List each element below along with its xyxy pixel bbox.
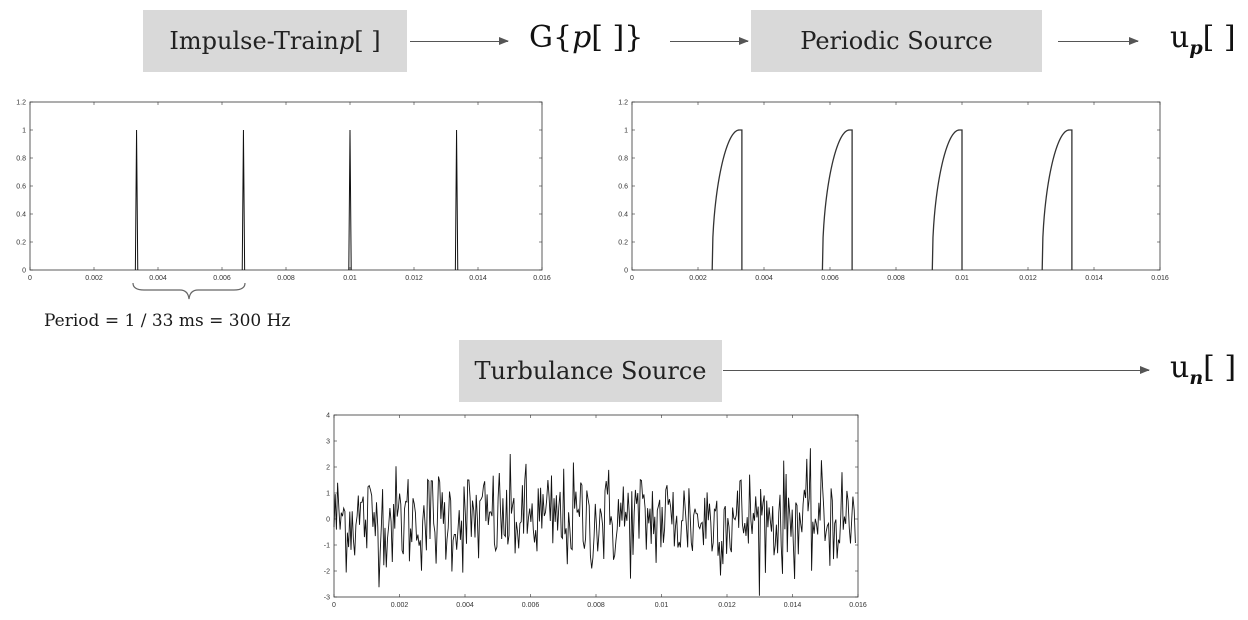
period-annotation: Period = 1 / 33 ms = 300 Hz: [44, 311, 291, 331]
x-tick-label: 0.008: [277, 275, 295, 282]
g-operator-label: G{p[ ]}: [529, 20, 643, 55]
output-un-label: un[ ]: [1170, 350, 1236, 389]
output-up-suffix: [ ]: [1202, 20, 1236, 55]
period-brace-path: [132, 282, 246, 300]
pulse-curve: [711, 129, 743, 271]
x-tick-label: 0.008: [587, 602, 605, 609]
period-brace: [132, 282, 246, 300]
x-tick-label: 0.014: [784, 602, 802, 609]
periodic-source-chart: 0 0.002 0.004 0.006 0.008 0.01 0.012 0.014 0.016…: [618, 100, 1169, 283]
output-un-suffix: [ ]: [1203, 350, 1237, 385]
g-operator-suffix: [ ]}: [591, 20, 644, 55]
x-tick-label: 0.008: [887, 275, 905, 282]
y-tick-label: -1: [324, 543, 330, 550]
plot-frame: [631, 101, 1161, 271]
output-un-sub: n: [1189, 367, 1204, 389]
turbulence-source-box: Turbulance Source: [459, 340, 722, 402]
turbulence-noise-chart: 0 0.002 0.004 0.006 0.008 0.01 0.012 0.014 0.016…: [324, 413, 867, 610]
y-tick-label: 0.2: [16, 240, 26, 247]
plot-frame: [29, 101, 543, 271]
periodic-source-box: Periodic Source: [751, 10, 1042, 72]
y-tick-label: 0: [624, 268, 628, 275]
arrow-turbulence-to-output: [723, 366, 1150, 374]
y-tick-label: 0.8: [16, 156, 26, 163]
impulse-train-plot: 0 0.002 0.004 0.006 0.008 0.01 0.012 0.014 0.016…: [10, 92, 551, 287]
y-tick-label: 1: [326, 491, 330, 498]
y-tick-label: 0.4: [16, 212, 26, 219]
x-tick-label: 0.002: [85, 275, 103, 282]
x-tick-label: 0: [28, 275, 32, 282]
pulse-curve: [1041, 129, 1073, 271]
x-tick-label: 0: [332, 602, 336, 609]
x-tick-label: 0.014: [1085, 275, 1103, 282]
y-tick-label: 4: [326, 413, 330, 420]
arrow-g-to-periodic: [670, 37, 749, 45]
output-up-base: u: [1170, 20, 1190, 55]
x-tick-label: 0.012: [718, 602, 736, 609]
g-operator-prefix: G{: [529, 20, 573, 55]
g-operator-var: p: [572, 20, 592, 55]
x-tick-label: 0.004: [149, 275, 167, 282]
x-tick-label: 0.002: [391, 602, 409, 609]
x-tick-label: 0.016: [533, 275, 551, 282]
y-tick-label: 2: [326, 465, 330, 472]
y-tick-label: 1.2: [618, 100, 628, 107]
impulse-line: [134, 129, 139, 271]
impulse-train-box: Impulse-Train p[ ]: [143, 10, 407, 72]
x-tick-label: 0.01: [955, 275, 969, 282]
turbulence-source-label: Turbulance Source: [474, 357, 707, 385]
x-tick-label: 0.002: [689, 275, 707, 282]
y-tick-label: 1: [624, 128, 628, 135]
pulse-curve: [931, 129, 963, 271]
arrow-periodic-to-output: [1058, 37, 1139, 45]
x-tick-label: 0.012: [405, 275, 423, 282]
x-tick-label: 0: [630, 275, 634, 282]
y-tick-label: 0.2: [618, 240, 628, 247]
y-tick-label: 0: [326, 517, 330, 524]
x-tick-label: 0.004: [456, 602, 474, 609]
output-up-label: up[ ]: [1170, 20, 1236, 59]
x-tick-label: 0.012: [1019, 275, 1037, 282]
x-tick-label: 0.014: [469, 275, 487, 282]
y-tick-label: 0.4: [618, 212, 628, 219]
y-tick-label: 0.8: [618, 156, 628, 163]
y-tick-label: 0.6: [16, 184, 26, 191]
y-tick-label: 0.6: [618, 184, 628, 191]
x-tick-label: 0.016: [849, 602, 867, 609]
x-tick-label: 0.006: [821, 275, 839, 282]
y-tick-label: 1.2: [16, 100, 26, 107]
x-tick-label: 0.004: [755, 275, 773, 282]
x-tick-label: 0.01: [343, 275, 357, 282]
y-tick-label: -3: [324, 595, 330, 602]
impulse-line: [241, 129, 246, 271]
x-tick-label: 0.01: [655, 602, 669, 609]
y-tick-label: 3: [326, 439, 330, 446]
impulse-line: [454, 129, 459, 271]
noise-line: [333, 448, 856, 596]
impulse-train-label: Impulse-Train: [169, 27, 339, 55]
y-tick-label: 1: [22, 128, 26, 135]
impulse-train-var: p: [338, 27, 355, 55]
x-tick-label: 0.006: [522, 602, 540, 609]
output-up-sub: p: [1189, 37, 1203, 59]
periodic-source-plot: 0 0.002 0.004 0.006 0.008 0.01 0.012 0.014 0.016…: [612, 92, 1169, 287]
y-tick-label: 0: [22, 268, 26, 275]
impulse-train-suffix: [ ]: [354, 27, 381, 55]
x-tick-label: 0.006: [213, 275, 231, 282]
impulse-train-chart: 0 0.002 0.004 0.006 0.008 0.01 0.012 0.014 0.016…: [16, 100, 551, 283]
x-tick-label: 0.016: [1151, 275, 1169, 282]
turbulence-noise-plot: 0 0.002 0.004 0.006 0.008 0.01 0.012 0.014 0.016…: [314, 410, 874, 615]
periodic-source-label: Periodic Source: [800, 27, 993, 55]
output-un-base: u: [1170, 350, 1190, 385]
y-tick-label: -2: [324, 569, 330, 576]
arrow-impulse-to-g: [410, 37, 509, 45]
pulse-curve: [821, 129, 853, 271]
impulse-line: [348, 129, 352, 271]
